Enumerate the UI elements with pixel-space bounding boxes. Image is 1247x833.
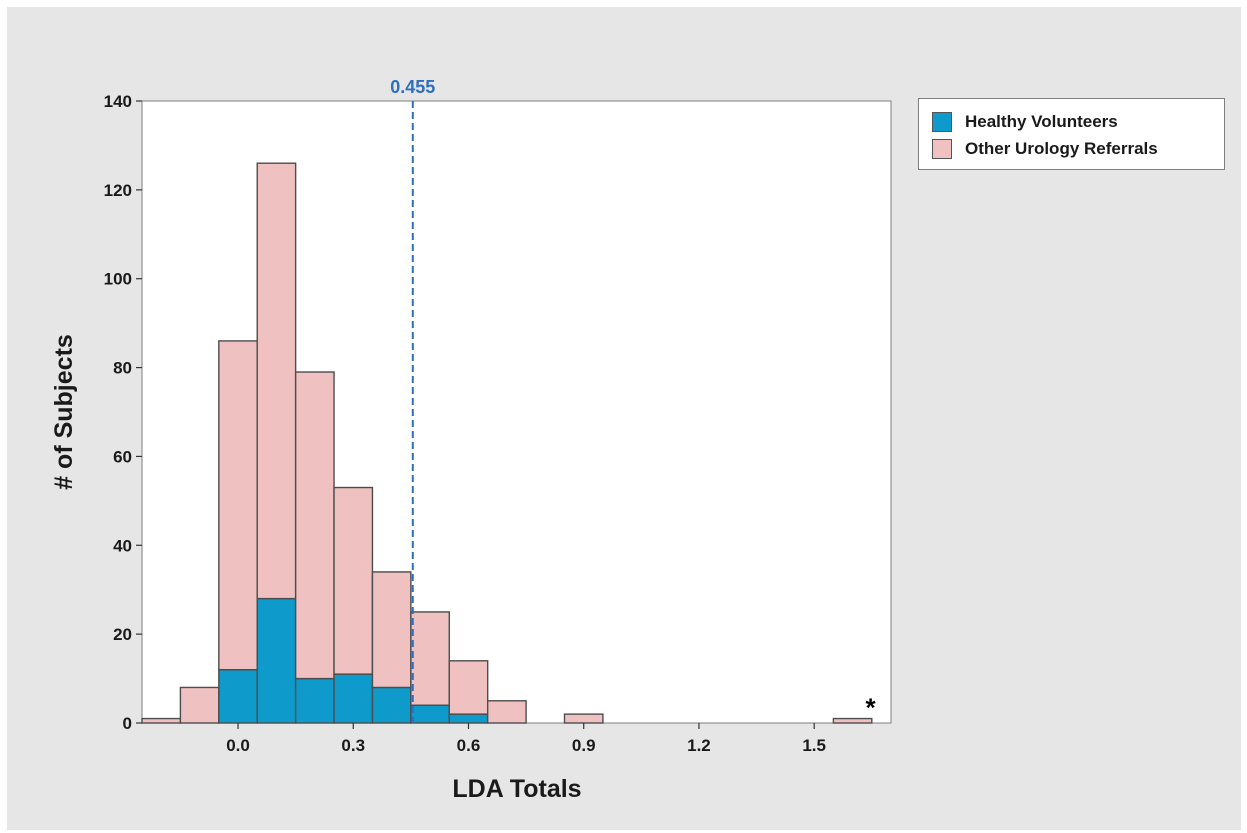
top-strip	[0, 0, 1247, 7]
bar-healthy-volunteers	[448, 713, 489, 724]
x-tick-label: 0.6	[457, 736, 481, 755]
bar-healthy-volunteers	[410, 704, 450, 724]
y-tick-label: 20	[113, 625, 132, 644]
bar-healthy-volunteers	[256, 597, 297, 724]
bar-other-urology-referrals	[256, 162, 297, 600]
y-tick-label: 0	[123, 714, 132, 733]
annotations: 0.455 *	[390, 77, 877, 723]
y-tick-label: 60	[113, 447, 132, 466]
bar-other-urology-referrals	[410, 611, 450, 706]
legend-item-healthy-volunteers: Healthy Volunteers	[932, 110, 1118, 134]
y-tick-label: 80	[113, 359, 132, 378]
legend: Healthy Volunteers Other Urology Referra…	[918, 98, 1225, 170]
reference-line-label: 0.455	[390, 77, 435, 97]
bars	[141, 162, 873, 724]
bar-other-urology-referrals	[563, 713, 604, 724]
bar-healthy-volunteers	[371, 686, 412, 724]
legend-swatch-other-urology-referrals	[932, 139, 952, 159]
bar-other-urology-referrals	[832, 717, 873, 724]
legend-label: Healthy Volunteers	[965, 112, 1118, 131]
x-tick-label: 1.2	[687, 736, 711, 755]
bar-other-urology-referrals	[141, 717, 182, 724]
x-tick-label: 0.3	[341, 736, 365, 755]
bar-other-urology-referrals	[294, 371, 335, 680]
y-tick-label: 100	[104, 270, 132, 289]
bar-healthy-volunteers	[218, 668, 258, 724]
bar-other-urology-referrals	[486, 700, 527, 724]
y-tick-label: 40	[113, 536, 132, 555]
bar-healthy-volunteers	[333, 673, 374, 724]
y-tick-label: 120	[104, 181, 132, 200]
x-tick-label: 1.5	[802, 736, 826, 755]
bar-other-urology-referrals	[371, 571, 412, 689]
legend-item-other-urology-referrals: Other Urology Referrals	[932, 137, 1158, 161]
axes: 0 20 40 60 80 100 120 140 0.0 0.3 0.6 0.9 1.2 1.5	[104, 92, 826, 755]
bar-other-urology-referrals	[333, 486, 374, 675]
x-tick-label: 0.9	[572, 736, 596, 755]
legend-label: Other Urology Referrals	[965, 139, 1158, 158]
bar-other-urology-referrals	[448, 660, 489, 715]
legend-swatch-healthy-volunteers	[932, 112, 952, 132]
bar-other-urology-referrals	[218, 340, 258, 671]
y-tick-label: 140	[104, 92, 132, 111]
y-axis-title: # of Subjects	[50, 334, 78, 490]
x-tick-label: 0.0	[226, 736, 250, 755]
x-axis-title: LDA Totals	[452, 775, 581, 803]
bar-healthy-volunteers	[294, 677, 335, 724]
bar-other-urology-referrals	[179, 686, 220, 724]
outlier-marker: *	[866, 693, 877, 723]
